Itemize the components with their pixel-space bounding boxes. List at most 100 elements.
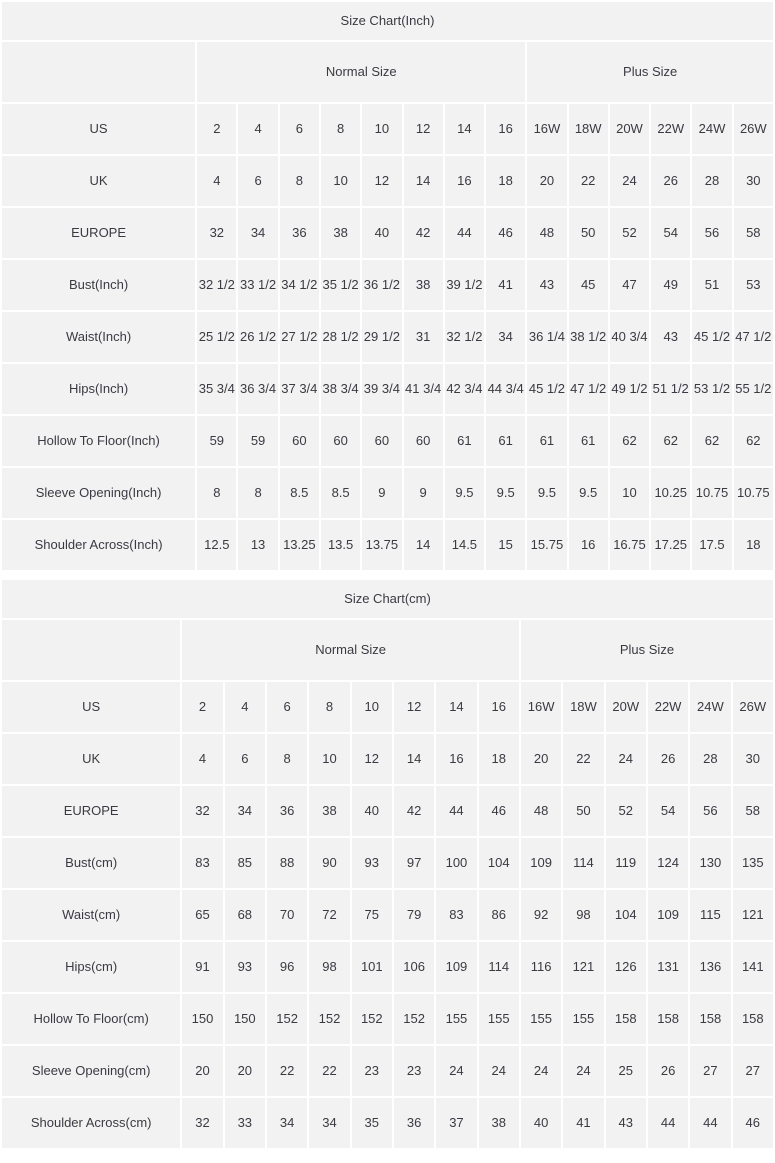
data-cell: 40 — [520, 1098, 562, 1148]
data-cell: 32 — [182, 786, 223, 836]
data-cell: 14 — [444, 104, 485, 154]
data-cell: 46 — [486, 208, 526, 258]
data-cell: 10 — [309, 734, 350, 784]
data-cell: 42 — [393, 786, 435, 836]
data-cell: 8 — [197, 468, 237, 518]
data-cell: 46 — [478, 786, 519, 836]
table-row: Waist(cm) 65 68 70 72 75 79 83 86 92 98 104 109 115 12… — [2, 890, 773, 940]
data-cell: 44 — [647, 1098, 689, 1148]
row-label: Sleeve Opening(cm) — [2, 1046, 181, 1096]
data-cell: 32 — [182, 1098, 223, 1148]
data-cell: 14 — [403, 156, 443, 206]
data-cell: 155 — [563, 994, 604, 1044]
size-chart-table: Size Chart(Inch) Normal Size Plus Size US 2 4… — [0, 0, 775, 572]
data-cell: 34 — [486, 312, 526, 362]
row-label: Bust(Inch) — [2, 260, 196, 310]
data-cell: 6 — [238, 156, 278, 206]
data-cell: 8 — [309, 682, 350, 732]
data-cell: 119 — [605, 838, 646, 888]
data-cell: 6 — [266, 682, 308, 732]
data-cell: 60 — [403, 416, 443, 466]
table-row: Sleeve Opening(cm) 20 20 22 22 23 23 24 24 24 24 25… — [2, 1046, 773, 1096]
data-cell: 26 1/2 — [238, 312, 278, 362]
data-cell: 18W — [563, 682, 604, 732]
data-cell: 47 1/2 — [568, 364, 608, 414]
data-cell: 16.75 — [609, 520, 650, 570]
data-cell: 152 — [393, 994, 435, 1044]
data-cell: 109 — [436, 942, 477, 992]
data-cell: 16 — [568, 520, 608, 570]
data-cell: 34 — [309, 1098, 350, 1148]
data-cell: 116 — [520, 942, 562, 992]
data-cell: 26 — [647, 734, 689, 784]
data-cell: 17.5 — [692, 520, 732, 570]
row-label: Sleeve Opening(Inch) — [2, 468, 196, 518]
data-cell: 12 — [351, 734, 392, 784]
table-row: US 2 4 6 8 10 12 14 16 16W 18W 20W 22W 24W 26W — [2, 682, 773, 732]
data-cell: 96 — [266, 942, 308, 992]
data-cell: 42 — [403, 208, 443, 258]
data-cell: 34 — [238, 208, 278, 258]
data-cell: 155 — [478, 994, 519, 1044]
data-cell: 9.5 — [568, 468, 608, 518]
data-cell: 15.75 — [527, 520, 567, 570]
data-cell: 109 — [520, 838, 562, 888]
data-cell: 13.5 — [320, 520, 361, 570]
data-cell: 12.5 — [197, 520, 237, 570]
data-cell: 22 — [563, 734, 604, 784]
data-cell: 20 — [224, 1046, 265, 1096]
data-cell: 98 — [563, 890, 604, 940]
data-cell: 155 — [436, 994, 477, 1044]
data-cell: 10 — [351, 682, 392, 732]
data-cell: 16 — [444, 156, 485, 206]
data-cell: 65 — [182, 890, 223, 940]
data-cell: 20W — [609, 104, 650, 154]
data-cell: 15 — [486, 520, 526, 570]
data-cell: 6 — [279, 104, 319, 154]
data-cell: 100 — [436, 838, 477, 888]
data-cell: 53 — [733, 260, 773, 310]
data-cell: 86 — [478, 890, 519, 940]
data-cell: 36 1/4 — [527, 312, 567, 362]
table-row: Hips(Inch) 35 3/4 36 3/4 37 3/4 38 3/4 39 3/4… — [2, 364, 773, 414]
data-cell: 14 — [393, 734, 435, 784]
data-cell: 53 1/2 — [692, 364, 732, 414]
table-row: UK 4 6 8 10 12 14 16 18 20 22 24 26 28 30 — [2, 734, 773, 784]
chart-spacer — [0, 572, 775, 578]
data-cell: 30 — [733, 156, 773, 206]
data-cell: 10.25 — [651, 468, 691, 518]
data-cell: 4 — [238, 104, 278, 154]
data-cell: 31 — [403, 312, 443, 362]
data-cell: 54 — [651, 208, 691, 258]
row-label: Hollow To Floor(cm) — [2, 994, 181, 1044]
data-cell: 38 1/2 — [568, 312, 608, 362]
data-cell: 8.5 — [320, 468, 361, 518]
data-cell: 40 — [351, 786, 392, 836]
data-cell: 42 3/4 — [444, 364, 485, 414]
size-chart-table: Size Chart(cm) Normal Size Plus Size US 2 4 6 8… — [0, 578, 775, 1150]
data-cell: 36 3/4 — [238, 364, 278, 414]
size-chart-block: Size Chart(Inch) Normal Size Plus Size US 2 4… — [0, 0, 775, 572]
data-cell: 18 — [486, 156, 526, 206]
data-cell: 13 — [238, 520, 278, 570]
data-cell: 121 — [563, 942, 604, 992]
data-cell: 24 — [436, 1046, 477, 1096]
chart-title: Size Chart(cm) — [2, 580, 773, 618]
data-cell: 13.25 — [279, 520, 319, 570]
data-cell: 97 — [393, 838, 435, 888]
data-cell: 152 — [266, 994, 308, 1044]
data-cell: 25 — [605, 1046, 646, 1096]
row-label: Waist(Inch) — [2, 312, 196, 362]
chart-title: Size Chart(Inch) — [2, 2, 773, 40]
data-cell: 61 — [444, 416, 485, 466]
data-cell: 33 — [224, 1098, 265, 1148]
data-cell: 41 — [486, 260, 526, 310]
data-cell: 45 — [568, 260, 608, 310]
data-cell: 36 — [393, 1098, 435, 1148]
data-cell: 115 — [690, 890, 731, 940]
data-cell: 109 — [647, 890, 689, 940]
size-chart-block: Size Chart(cm) Normal Size Plus Size US 2 4 6 8… — [0, 578, 775, 1150]
data-cell: 62 — [609, 416, 650, 466]
data-cell: 55 1/2 — [733, 364, 773, 414]
